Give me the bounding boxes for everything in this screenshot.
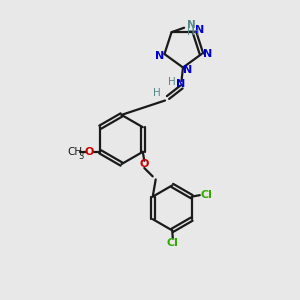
- Text: H: H: [193, 27, 200, 37]
- Text: N: N: [187, 20, 195, 30]
- Text: H: H: [188, 27, 195, 37]
- Text: CH: CH: [68, 147, 83, 157]
- Text: Cl: Cl: [201, 190, 213, 200]
- Text: N: N: [195, 25, 204, 35]
- Text: O: O: [84, 147, 94, 157]
- Text: N: N: [184, 64, 193, 75]
- Text: H: H: [168, 77, 176, 87]
- Text: N: N: [155, 51, 164, 61]
- Text: N: N: [203, 49, 212, 59]
- Text: N: N: [176, 79, 185, 89]
- Text: H: H: [153, 88, 160, 98]
- Text: O: O: [140, 159, 149, 170]
- Text: Cl: Cl: [167, 238, 179, 248]
- Text: 3: 3: [79, 152, 84, 161]
